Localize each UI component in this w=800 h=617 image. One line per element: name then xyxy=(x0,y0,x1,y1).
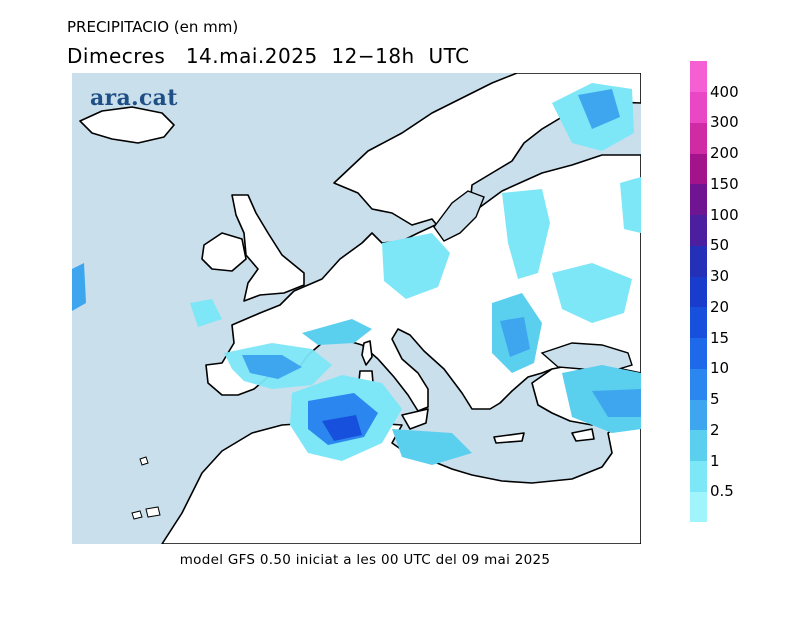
legend-tick-label: 100 xyxy=(710,205,739,224)
legend-tick-label: 0.5 xyxy=(710,482,734,501)
legend-swatch xyxy=(690,276,707,308)
ireland xyxy=(201,232,247,272)
legend-tick-label: 1 xyxy=(710,451,720,470)
legend-swatch xyxy=(690,337,707,369)
legend-tick-label: 20 xyxy=(710,297,730,316)
model-info-footer: model GFS 0.50 iniciat a les 00 UTC del … xyxy=(179,552,551,568)
legend-tick-label: 300 xyxy=(710,113,739,132)
precipitation-map xyxy=(72,73,641,544)
legend-swatch xyxy=(690,122,707,154)
corsica xyxy=(361,340,373,366)
legend-tick-label: 400 xyxy=(710,82,739,101)
legend-swatch xyxy=(690,460,707,492)
ara-cat-logo: ara.cat xyxy=(90,85,178,111)
legend-tick-label: 10 xyxy=(710,359,730,378)
precipitation-fields xyxy=(72,83,641,465)
precipitation-legend xyxy=(690,61,707,523)
legend-swatch xyxy=(690,429,707,462)
legend-swatch xyxy=(690,183,707,216)
legend-swatch xyxy=(690,245,707,277)
legend-swatch xyxy=(690,491,707,523)
legend-swatch xyxy=(690,399,707,431)
crete xyxy=(493,432,525,444)
atlantic-islands xyxy=(131,456,161,520)
legend-swatch xyxy=(690,153,707,185)
legend-swatch xyxy=(690,214,707,246)
black-sea xyxy=(540,342,633,372)
legend-tick-label: 2 xyxy=(710,420,720,439)
legend-tick-label: 5 xyxy=(710,390,720,409)
legend-tick-label: 50 xyxy=(710,236,730,255)
legend-swatch xyxy=(690,306,707,339)
legend-tick-label: 15 xyxy=(710,328,730,347)
baltic-sea xyxy=(433,190,485,242)
variable-title: PRECIPITACIO (en mm) xyxy=(67,18,239,36)
legend-swatch xyxy=(690,91,707,123)
great-britain xyxy=(231,194,305,302)
legend-swatch xyxy=(690,368,707,400)
iceland xyxy=(79,106,175,144)
period-title: Dimecres 14.mai.2025 12−18h UTC xyxy=(67,44,470,68)
sicily xyxy=(401,408,429,430)
legend-tick-label: 150 xyxy=(710,174,739,193)
legend-swatch xyxy=(690,61,707,93)
legend-tick-label: 200 xyxy=(710,144,739,163)
legend-tick-label: 30 xyxy=(710,267,730,286)
cyprus xyxy=(571,428,595,442)
